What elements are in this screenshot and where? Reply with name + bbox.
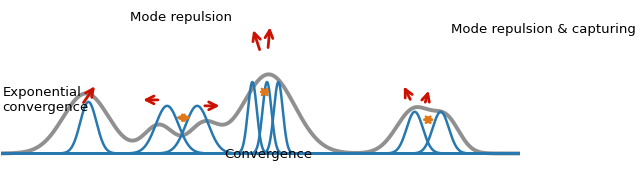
Text: Mode repulsion & capturing: Mode repulsion & capturing [451, 23, 636, 35]
Text: Convergence: Convergence [225, 148, 313, 161]
Text: Mode repulsion: Mode repulsion [130, 11, 232, 24]
Text: Exponential
convergence: Exponential convergence [3, 86, 88, 114]
